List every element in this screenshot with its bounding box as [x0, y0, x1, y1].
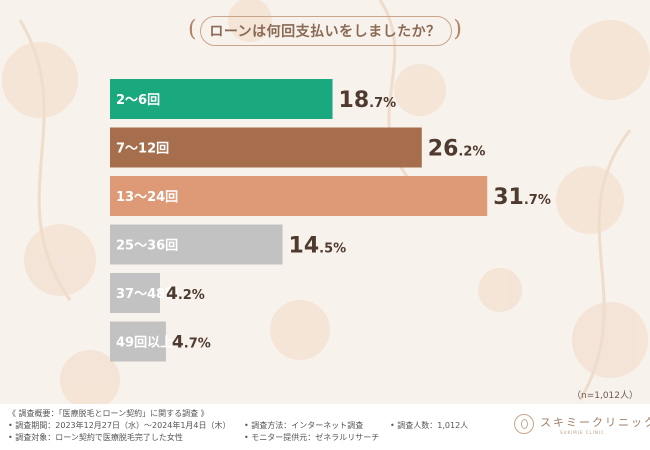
bar-value-label: 31.7% — [493, 185, 551, 210]
bar-value-label: 26.2% — [428, 137, 486, 162]
bar-category-label: 37〜48回 — [116, 287, 178, 302]
title-right-bracket-icon: ) — [453, 17, 462, 42]
title-frame — [200, 16, 452, 46]
survey-period: • 調査期間：2023年12月27日（水）〜2024年1月4日（木） — [8, 421, 231, 430]
bar-category-label: 49回以上 — [116, 336, 173, 351]
brand-subtitle: SUKIMIE CLINIC — [560, 430, 605, 435]
bar-5 — [110, 273, 160, 313]
brand-name: スキミークリニック — [540, 416, 650, 429]
bar-value-label: 4.2% — [166, 284, 205, 304]
title-left-bracket-icon: ( — [188, 17, 197, 42]
brand-logo: スキミークリニック SUKIMIE CLINIC — [514, 412, 650, 442]
chart-title: ローンは何回支払いをしましたか？ — [209, 24, 441, 40]
bar-value-label: 4.7% — [172, 333, 211, 353]
brand-mark-icon — [514, 414, 534, 434]
bar-6 — [110, 321, 166, 362]
survey-overview: 《 調査概要：「医療脱毛とローン契約」に関する調査 》 — [8, 409, 209, 418]
survey-method: • 調査方法：インターネット調査 — [244, 421, 364, 430]
bar-chart: 2〜6回 18.7% 7〜12回 26.2% 13〜24回 31.7% 25〜36回 14.5… — [110, 79, 551, 362]
bar-value-label: 18.7% — [339, 88, 397, 113]
bar-3 — [110, 176, 488, 216]
bar-1 — [110, 79, 333, 119]
bar-category-label: 7〜12回 — [116, 142, 169, 157]
chart-title-badge: ( ローンは何回支払いをしましたか？ ) — [188, 16, 462, 46]
survey-count: • 調査人数：1,012人 — [390, 421, 469, 430]
sample-size: （n=1,012人） — [571, 391, 638, 401]
survey-footer: 《 調査概要：「医療脱毛とローン契約」に関する調査 》 • 調査期間：2023年… — [0, 404, 650, 450]
bar-category-label: 13〜24回 — [116, 190, 178, 205]
bar-value-label: 14.5% — [289, 234, 347, 259]
bar-category-label: 25〜36回 — [116, 239, 178, 254]
survey-provider: • モニター提供元：ゼネラルリサーチ — [244, 433, 380, 442]
bar-2 — [110, 127, 422, 168]
bar-category-label: 2〜6回 — [116, 93, 160, 108]
survey-target: • 調査対象：ローン契約で医療脱毛完了した女性 — [8, 433, 183, 442]
bar-4 — [110, 224, 283, 265]
